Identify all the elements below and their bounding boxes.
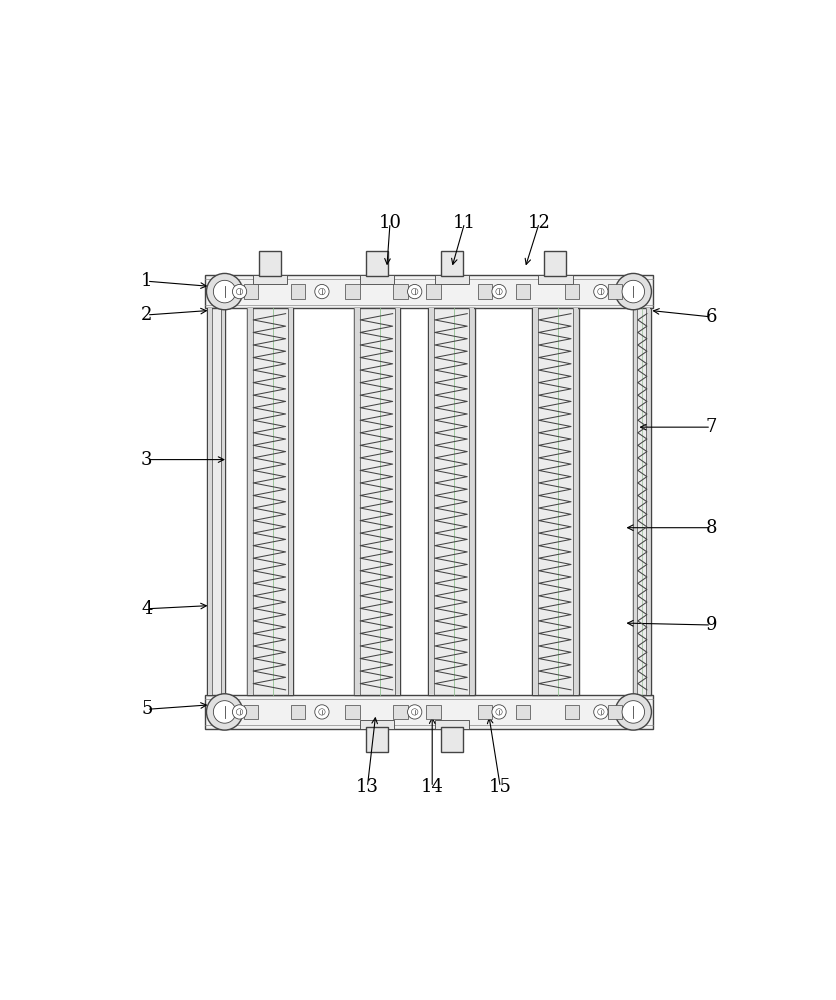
Text: 12: 12 [528,214,550,232]
Bar [206,308,225,695]
Circle shape [213,701,236,723]
Circle shape [236,709,242,715]
Circle shape [206,694,242,730]
Bar [607,284,621,299]
Text: 4: 4 [141,600,152,618]
Bar [247,308,252,695]
Text: 9: 9 [705,616,716,634]
Bar [345,284,359,299]
Bar [477,705,492,719]
Text: 8: 8 [705,519,716,537]
Text: 13: 13 [355,778,379,796]
Bar [359,720,394,729]
Circle shape [319,709,324,715]
Bar [434,720,468,729]
Bar [429,308,434,695]
Bar [393,284,407,299]
Bar [563,284,579,299]
Text: 15: 15 [488,778,511,796]
Bar [532,308,579,695]
Bar [607,705,621,719]
Bar [632,308,650,695]
Circle shape [621,701,644,723]
Circle shape [492,284,506,299]
Bar [393,705,407,719]
Bar [434,275,468,284]
Bar [345,705,359,719]
Bar [244,705,258,719]
Bar [207,308,212,695]
Bar [440,251,462,276]
Bar [247,308,293,695]
Circle shape [593,705,607,719]
Bar [477,284,492,299]
Bar [365,251,388,276]
Circle shape [206,273,242,310]
Circle shape [407,284,421,299]
Bar [543,251,566,276]
Circle shape [593,284,607,299]
Bar [515,705,529,719]
Bar [428,308,475,695]
Bar [258,251,281,276]
Bar [288,308,293,695]
Text: 10: 10 [378,214,401,232]
Bar [426,284,440,299]
Bar [532,308,538,695]
Circle shape [495,709,502,715]
Bar [221,308,224,695]
Bar [573,308,578,695]
Text: 7: 7 [705,418,716,436]
Bar [252,275,287,284]
Circle shape [614,694,650,730]
Bar [354,308,400,695]
Bar [426,705,440,719]
Text: 11: 11 [452,214,476,232]
Bar [515,284,529,299]
Circle shape [314,284,329,299]
Bar [244,284,258,299]
Circle shape [411,288,417,295]
Bar [469,308,474,695]
Circle shape [621,280,644,303]
Text: 2: 2 [141,306,152,324]
Bar [365,727,388,752]
Text: 1: 1 [141,272,152,290]
Circle shape [314,705,329,719]
Bar [290,705,304,719]
Text: 3: 3 [141,451,152,469]
Text: 5: 5 [141,700,152,718]
Circle shape [232,705,247,719]
Circle shape [236,288,242,295]
Bar [359,275,394,284]
Circle shape [232,284,247,299]
Bar [440,727,462,752]
Circle shape [495,288,502,295]
Circle shape [411,709,417,715]
Bar [205,695,652,729]
Bar [290,284,304,299]
Bar [354,308,359,695]
Text: 14: 14 [421,778,443,796]
Circle shape [407,705,421,719]
Circle shape [597,709,604,715]
Bar [205,275,652,308]
Circle shape [614,273,650,310]
Bar [645,308,650,695]
Circle shape [597,288,604,295]
Bar [563,705,579,719]
Bar [394,308,400,695]
Circle shape [492,705,506,719]
Bar [633,308,636,695]
Circle shape [213,280,236,303]
Bar [538,275,572,284]
Circle shape [319,288,324,295]
Text: 6: 6 [705,308,716,326]
